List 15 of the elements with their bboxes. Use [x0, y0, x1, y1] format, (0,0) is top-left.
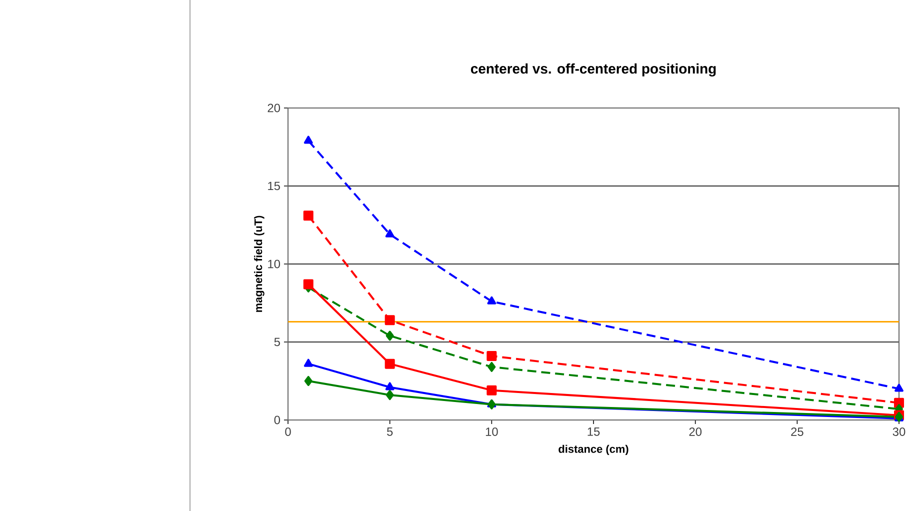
x-tick-label: 15 — [588, 428, 600, 436]
x-tick-label: 20 — [689, 428, 702, 436]
y-tick-label: 20 — [268, 104, 280, 112]
y-tick-label: 10 — [268, 260, 280, 268]
x-tick-label: 5 — [387, 428, 393, 436]
y-tick-label: 0 — [274, 416, 280, 424]
y-tick-label: 15 — [268, 182, 280, 190]
y-axis-title: magnetic field (uT) — [254, 216, 264, 312]
x-tick-label: 25 — [791, 428, 804, 436]
x-axis-title: distance (cm) — [558, 444, 628, 456]
x-tick-label: 30 — [892, 428, 906, 436]
x-tick-label: 10 — [486, 428, 498, 436]
chart-title: centered vs. off-centered positioning — [470, 63, 716, 76]
y-tick-label: 5 — [274, 338, 280, 346]
x-tick-label: 0 — [285, 428, 291, 436]
